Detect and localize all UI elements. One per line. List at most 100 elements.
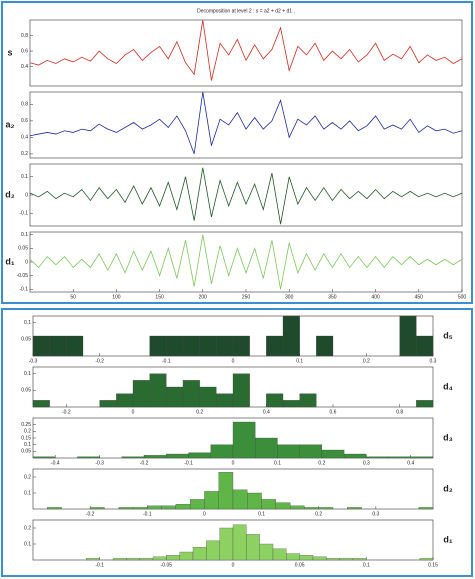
x-tick-label: -0.1	[95, 562, 104, 568]
hist-bar	[416, 400, 434, 408]
hist-bar	[139, 558, 154, 561]
hist-bar	[66, 335, 84, 357]
hist-bar	[199, 386, 217, 408]
hist-bar	[118, 507, 134, 510]
hist-bar	[126, 558, 140, 561]
hist-bar	[188, 452, 211, 459]
x-tick-label: 0	[232, 460, 235, 466]
signal-line	[29, 167, 463, 225]
x-tick-label: 50	[70, 294, 76, 300]
y-tick-label: 0.1	[21, 174, 28, 180]
y-tick-label: 0.1	[24, 371, 31, 377]
hist-bar	[304, 507, 319, 510]
hist-bar	[266, 393, 284, 408]
hist-bar	[219, 527, 234, 561]
hist-bar	[272, 548, 287, 561]
hist-bar	[132, 507, 148, 510]
x-tick-label: 0.05	[295, 562, 305, 568]
y-tick-label: 0.8	[21, 102, 28, 108]
x-tick-label: -0.05	[161, 562, 173, 568]
hist-bar	[277, 444, 300, 459]
y-tick-label: 0.25	[21, 422, 31, 428]
hist-bar	[232, 421, 256, 459]
hist-bar	[255, 437, 278, 459]
x-tick-label: -0.3	[29, 358, 38, 364]
hist-bar	[182, 380, 200, 408]
hist-bar	[321, 449, 345, 459]
x-tick-label: 150	[155, 294, 164, 300]
hist-bar	[149, 335, 167, 357]
y-tick-label: 0.6	[21, 118, 28, 124]
x-tick-label: 0.2	[363, 358, 370, 364]
y-axis-label: a₂	[5, 119, 14, 129]
hist-bar	[388, 456, 411, 459]
x-tick-label: -0.1	[184, 460, 193, 466]
y-tick-label: 0.1	[24, 490, 31, 496]
hist-bar	[166, 386, 184, 408]
signal-line	[29, 234, 463, 290]
hist-bar	[189, 499, 205, 510]
hist-bar	[282, 400, 300, 408]
hist-bar	[416, 335, 434, 357]
x-tick-label: 350	[328, 294, 337, 300]
hist-bar	[247, 492, 262, 510]
x-tick-label: 0	[132, 409, 135, 415]
x-tick-label: 200	[199, 294, 208, 300]
x-tick-label: 300	[285, 294, 294, 300]
hist-bar	[261, 499, 277, 510]
hist-bar	[218, 472, 234, 510]
hist-bar	[166, 335, 184, 357]
hist-bar	[418, 507, 434, 510]
signal-line	[29, 19, 463, 81]
hist-label: d₅	[443, 330, 453, 340]
x-tick-label: 0.3	[430, 358, 437, 364]
hist-bar	[32, 335, 50, 357]
hist-bar	[232, 335, 250, 357]
y-tick-label: 0.05	[21, 337, 31, 343]
hist-bar	[32, 400, 50, 408]
hist-bar	[339, 558, 354, 561]
y-tick-label: 0.1	[21, 232, 28, 238]
y-tick-label: 0	[25, 259, 28, 265]
hist-bar	[32, 456, 56, 459]
x-tick-label: 0	[203, 511, 206, 517]
x-tick-label: 0.2	[315, 511, 322, 517]
hist-bar	[232, 373, 250, 408]
x-tick-label: 0.6	[330, 409, 337, 415]
hist-bar	[210, 444, 234, 459]
hist-label: d₄	[443, 381, 453, 391]
x-tick-label: -0.3	[95, 460, 104, 466]
y-tick-label: 0	[25, 192, 28, 198]
y-tick-label: -0.1	[19, 287, 28, 293]
hist-bar	[266, 335, 284, 357]
y-tick-label: 0.4	[21, 135, 28, 141]
y-tick-label: 0.2	[24, 429, 31, 435]
y-tick-label: 0.2	[21, 151, 28, 157]
hist-bar	[149, 373, 167, 408]
hist-bar	[299, 444, 323, 459]
x-tick-label: 0.3	[372, 511, 379, 517]
hist-bar	[410, 456, 434, 459]
hist-bar	[206, 540, 220, 561]
hist-bar	[116, 393, 134, 408]
chart-title: Decomposition at level 2 : s = a2 + d2 +…	[197, 8, 295, 14]
hist-label: d₁	[443, 534, 452, 544]
x-tick-label: -0.2	[140, 460, 149, 466]
signal-line	[29, 91, 463, 155]
x-tick-label: 0.3	[363, 460, 370, 466]
y-axis-label: d₂	[5, 189, 15, 199]
hist-bar	[366, 456, 389, 459]
x-tick-label: 0	[232, 358, 235, 364]
hist-bar	[112, 558, 127, 561]
hist-bar	[275, 502, 291, 510]
hist-bar	[216, 335, 234, 357]
hist-bar	[282, 315, 300, 357]
x-tick-label: 500	[458, 294, 467, 300]
hist-bar	[299, 555, 314, 561]
x-tick-label: 400	[371, 294, 380, 300]
x-tick-label: -0.2	[62, 409, 71, 415]
y-tick-label: 0.1	[24, 320, 31, 326]
x-tick-label: -0.2	[86, 511, 95, 517]
hist-bar	[199, 335, 217, 357]
